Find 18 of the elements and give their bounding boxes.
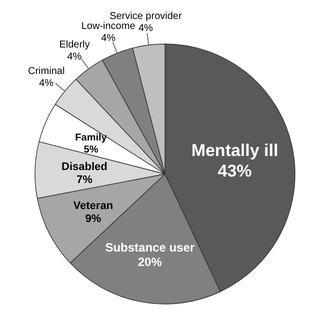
slice-label: Mentally ill: [191, 140, 278, 160]
data-label: 20%: [138, 254, 162, 269]
slice-label: Low-income: [81, 20, 136, 32]
data-label: 4%: [67, 51, 82, 62]
data-label: 5%: [84, 144, 98, 156]
data-label: 43%: [218, 161, 252, 180]
slice-label: Family: [75, 132, 108, 144]
slice-label: Veteran: [73, 200, 114, 212]
data-label: 9%: [85, 213, 102, 226]
slice-label: Service provider: [110, 11, 182, 22]
slice-label: Elderly: [59, 39, 90, 50]
slice-label: Disabled: [62, 160, 108, 173]
slice-label: Substance user: [105, 240, 195, 254]
slice-label: Criminal: [28, 66, 65, 77]
data-label: 4%: [101, 32, 116, 44]
data-label: 4%: [138, 23, 154, 34]
data-label: 7%: [76, 174, 93, 186]
data-label: 4%: [39, 78, 54, 89]
